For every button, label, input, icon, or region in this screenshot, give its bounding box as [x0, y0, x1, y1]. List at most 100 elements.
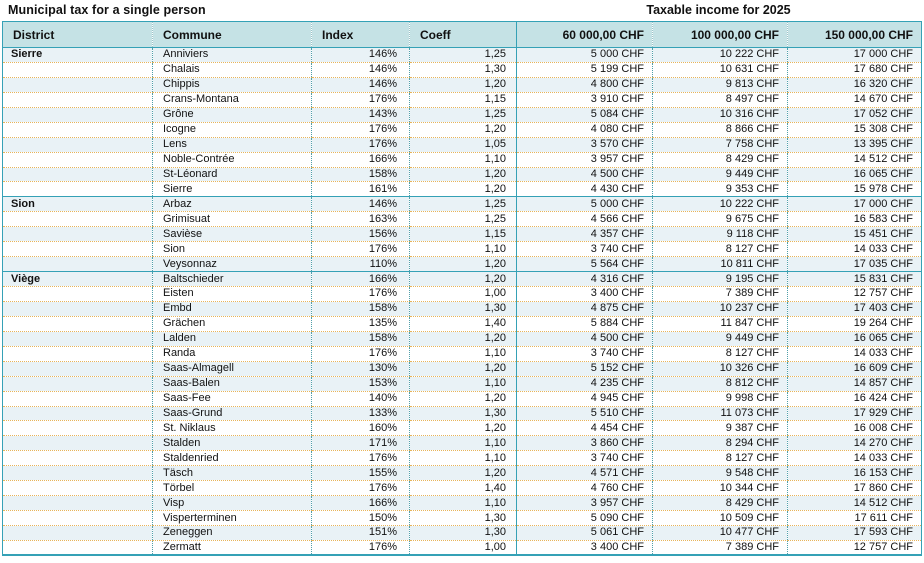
amount-cell[interactable]: 15 308 CHF	[787, 122, 922, 138]
amount-cell[interactable]: 14 670 CHF	[787, 92, 922, 108]
amount-cell[interactable]: 12 757 CHF	[787, 540, 922, 556]
coeff-cell[interactable]: 1,20	[409, 122, 517, 138]
amount-cell[interactable]: 14 270 CHF	[787, 435, 922, 452]
commune-cell[interactable]: Täsch	[152, 465, 312, 482]
coeff-cell[interactable]: 1,20	[409, 256, 517, 273]
amount-cell[interactable]: 8 294 CHF	[652, 435, 788, 452]
amount-cell[interactable]: 5 152 CHF	[516, 361, 653, 377]
district-cell[interactable]	[2, 465, 153, 482]
district-cell[interactable]	[2, 540, 153, 556]
amount-cell[interactable]: 10 344 CHF	[652, 480, 788, 497]
district-cell[interactable]	[2, 167, 153, 183]
amount-cell[interactable]: 4 945 CHF	[516, 391, 653, 407]
coeff-cell[interactable]: 1,30	[409, 62, 517, 78]
amount-cell[interactable]: 17 860 CHF	[787, 480, 922, 497]
amount-cell[interactable]: 10 811 CHF	[652, 256, 788, 273]
index-cell[interactable]: 176%	[311, 92, 410, 108]
district-cell[interactable]	[2, 495, 153, 512]
coeff-cell[interactable]: 1,15	[409, 92, 517, 108]
coeff-cell[interactable]: 1,20	[409, 271, 517, 287]
index-cell[interactable]: 158%	[311, 301, 410, 317]
coeff-cell[interactable]: 1,20	[409, 77, 517, 93]
amount-cell[interactable]: 14 512 CHF	[787, 495, 922, 512]
amount-cell[interactable]: 11 073 CHF	[652, 406, 788, 422]
amount-cell[interactable]: 5 884 CHF	[516, 316, 653, 332]
commune-cell[interactable]: Zermatt	[152, 540, 312, 556]
amount-cell[interactable]: 7 389 CHF	[652, 286, 788, 302]
coeff-cell[interactable]: 1,30	[409, 510, 517, 526]
amount-cell[interactable]: 8 866 CHF	[652, 122, 788, 138]
amount-cell[interactable]: 5 000 CHF	[516, 196, 653, 213]
amount-cell[interactable]: 3 570 CHF	[516, 137, 653, 153]
amount-cell[interactable]: 10 316 CHF	[652, 107, 788, 123]
amount-cell[interactable]: 10 631 CHF	[652, 62, 788, 78]
commune-cell[interactable]: Lalden	[152, 331, 312, 347]
amount-cell[interactable]: 4 500 CHF	[516, 167, 653, 183]
amount-cell[interactable]: 17 929 CHF	[787, 406, 922, 422]
district-cell[interactable]	[2, 420, 153, 437]
amount-cell[interactable]: 5 090 CHF	[516, 510, 653, 526]
commune-cell[interactable]: Grône	[152, 107, 312, 123]
amount-cell[interactable]: 17 052 CHF	[787, 107, 922, 123]
coeff-cell[interactable]: 1,20	[409, 331, 517, 347]
commune-cell[interactable]: Zeneggen	[152, 525, 312, 541]
amount-cell[interactable]: 19 264 CHF	[787, 316, 922, 332]
district-cell[interactable]	[2, 256, 153, 273]
amount-cell[interactable]: 16 320 CHF	[787, 77, 922, 93]
amount-cell[interactable]: 17 680 CHF	[787, 62, 922, 78]
index-cell[interactable]: 140%	[311, 391, 410, 407]
coeff-cell[interactable]: 1,40	[409, 316, 517, 332]
commune-cell[interactable]: Anniviers	[152, 47, 312, 63]
amount-cell[interactable]: 13 395 CHF	[787, 137, 922, 153]
district-cell[interactable]	[2, 406, 153, 422]
col-header-coeff[interactable]: Coeff	[409, 21, 517, 48]
amount-cell[interactable]: 3 400 CHF	[516, 540, 653, 556]
index-cell[interactable]: 166%	[311, 152, 410, 168]
amount-cell[interactable]: 14 033 CHF	[787, 346, 922, 362]
amount-cell[interactable]: 4 357 CHF	[516, 226, 653, 243]
amount-cell[interactable]: 16 153 CHF	[787, 465, 922, 482]
index-cell[interactable]: 156%	[311, 226, 410, 243]
amount-cell[interactable]: 4 571 CHF	[516, 465, 653, 482]
amount-cell[interactable]: 5 000 CHF	[516, 47, 653, 63]
col-header-index[interactable]: Index	[311, 21, 410, 48]
amount-cell[interactable]: 9 998 CHF	[652, 391, 788, 407]
index-cell[interactable]: 146%	[311, 196, 410, 213]
commune-cell[interactable]: St-Léonard	[152, 167, 312, 183]
coeff-cell[interactable]: 1,20	[409, 361, 517, 377]
commune-cell[interactable]: Crans-Montana	[152, 92, 312, 108]
amount-cell[interactable]: 3 957 CHF	[516, 495, 653, 512]
amount-cell[interactable]: 5 084 CHF	[516, 107, 653, 123]
amount-cell[interactable]: 17 403 CHF	[787, 301, 922, 317]
coeff-cell[interactable]: 1,20	[409, 420, 517, 437]
district-cell[interactable]	[2, 391, 153, 407]
commune-cell[interactable]: Törbel	[152, 480, 312, 497]
amount-cell[interactable]: 5 510 CHF	[516, 406, 653, 422]
index-cell[interactable]: 163%	[311, 211, 410, 228]
coeff-cell[interactable]: 1,30	[409, 301, 517, 317]
amount-cell[interactable]: 5 061 CHF	[516, 525, 653, 541]
col-header-amount-60000[interactable]: 60 000,00 CHF	[516, 21, 653, 48]
index-cell[interactable]: 161%	[311, 181, 410, 198]
amount-cell[interactable]: 8 127 CHF	[652, 346, 788, 362]
amount-cell[interactable]: 16 065 CHF	[787, 167, 922, 183]
index-cell[interactable]: 153%	[311, 376, 410, 392]
amount-cell[interactable]: 17 593 CHF	[787, 525, 922, 541]
commune-cell[interactable]: Grimisuat	[152, 211, 312, 228]
district-cell[interactable]	[2, 92, 153, 108]
coeff-cell[interactable]: 1,00	[409, 540, 517, 556]
amount-cell[interactable]: 14 512 CHF	[787, 152, 922, 168]
amount-cell[interactable]: 16 609 CHF	[787, 361, 922, 377]
amount-cell[interactable]: 4 760 CHF	[516, 480, 653, 497]
commune-cell[interactable]: Sierre	[152, 181, 312, 198]
commune-cell[interactable]: Chalais	[152, 62, 312, 78]
coeff-cell[interactable]: 1,10	[409, 241, 517, 258]
amount-cell[interactable]: 4 235 CHF	[516, 376, 653, 392]
commune-cell[interactable]: St. Niklaus	[152, 420, 312, 437]
amount-cell[interactable]: 17 000 CHF	[787, 196, 922, 213]
amount-cell[interactable]: 15 451 CHF	[787, 226, 922, 243]
index-cell[interactable]: 146%	[311, 62, 410, 78]
amount-cell[interactable]: 12 757 CHF	[787, 286, 922, 302]
index-cell[interactable]: 176%	[311, 286, 410, 302]
amount-cell[interactable]: 4 454 CHF	[516, 420, 653, 437]
